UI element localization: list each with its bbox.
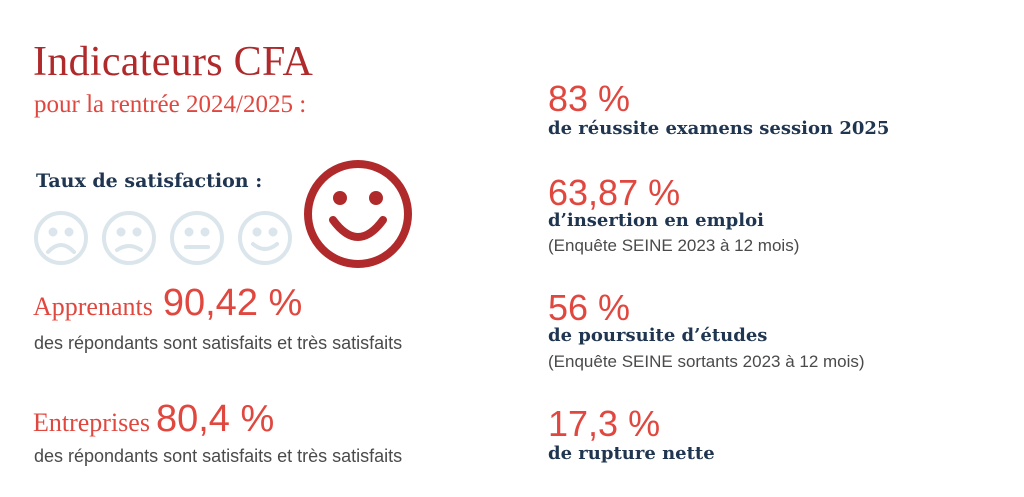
- further-studies-note: (Enquête SEINE sortants 2023 à 12 mois): [548, 352, 865, 371]
- exam-success-label: de réussite examens session 2025: [548, 118, 890, 139]
- learners-description: des répondants sont satisfaits et très s…: [34, 333, 403, 353]
- companies-value: 80,4 %: [155, 398, 275, 440]
- further-studies-label: de poursuite d’études: [548, 325, 768, 346]
- page-title: Indicateurs CFA: [33, 39, 314, 85]
- satisfaction-label: Taux de satisfaction :: [36, 170, 263, 192]
- sad-face-icon: [102, 211, 156, 265]
- learners-metric: Apprenants 90,42 %: [33, 282, 302, 325]
- learners-label: Apprenants: [33, 292, 153, 321]
- companies-description: des répondants sont satisfaits et très s…: [34, 446, 403, 466]
- smiling-face-icon: [238, 211, 292, 265]
- page-subtitle: pour la rentrée 2024/2025 :: [34, 91, 307, 118]
- companies-metric: Entreprises 80,4 %: [33, 398, 274, 441]
- companies-label: Entreprises: [33, 408, 150, 437]
- very-sad-face-icon: [34, 211, 88, 265]
- employment-note: (Enquête SEINE 2023 à 12 mois): [548, 236, 800, 255]
- dropout-value: 17,3 %: [548, 403, 661, 444]
- satisfaction-scale: [34, 211, 292, 265]
- exam-success-value: 83 %: [548, 78, 631, 119]
- neutral-face-icon: [170, 211, 224, 265]
- employment-label: d’insertion en emploi: [548, 210, 764, 231]
- further-studies-value: 56 %: [548, 287, 631, 328]
- employment-value: 63,87 %: [548, 172, 681, 213]
- learners-value: 90,42 %: [162, 282, 303, 324]
- very-happy-face-icon: [304, 160, 412, 268]
- dropout-label: de rupture nette: [548, 443, 715, 464]
